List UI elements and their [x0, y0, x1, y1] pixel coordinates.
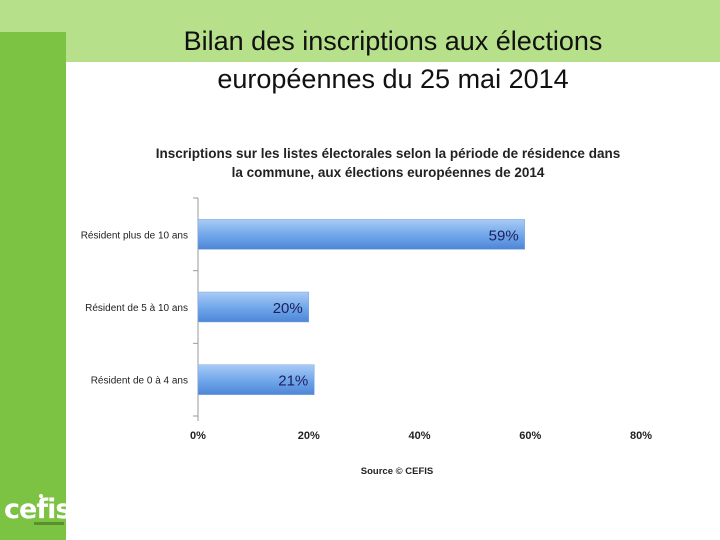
logo-text: cefis: [4, 494, 71, 525]
bar-chart: Inscriptions sur les listes électorales …: [81, 146, 653, 477]
x-tick-label: 40%: [408, 430, 430, 442]
chart-title-line-1: Inscriptions sur les listes électorales …: [156, 146, 620, 161]
bar: [197, 291, 309, 323]
x-tick-label: 60%: [519, 430, 541, 442]
x-tick-label: 20%: [298, 430, 320, 442]
slide-title-line-1: Bilan des inscriptions aux élections: [183, 26, 603, 56]
slide-title: Bilan des inscriptions aux élections eur…: [66, 22, 720, 98]
x-tick-label: 0%: [190, 430, 206, 442]
data-label: 21%: [278, 373, 308, 390]
header-band: [0, 0, 720, 62]
data-label: 20%: [273, 300, 303, 317]
category-label: Résident plus de 10 ans: [81, 230, 188, 241]
plot-area: Résident plus de 10 ans 59% Résident de 5 …: [81, 197, 652, 442]
logo-dot: [39, 494, 43, 498]
logo-tagline-mark: [34, 522, 64, 525]
bar: [197, 219, 525, 250]
bar: [197, 364, 315, 395]
category-label: Résident de 0 à 4 ans: [91, 376, 188, 387]
slide-title-line-2: européennes du 25 mai 2014: [217, 64, 569, 94]
sidebar-band: [0, 32, 66, 540]
chart-source: Source © CEFIS: [361, 466, 433, 477]
x-tick-label: 80%: [630, 430, 652, 442]
category-label: Résident de 5 à 10 ans: [85, 303, 188, 314]
data-label: 59%: [489, 227, 519, 244]
chart-title-line-2: la commune, aux élections européennes de…: [232, 165, 545, 180]
cefis-logo-icon: cefis: [4, 494, 71, 534]
